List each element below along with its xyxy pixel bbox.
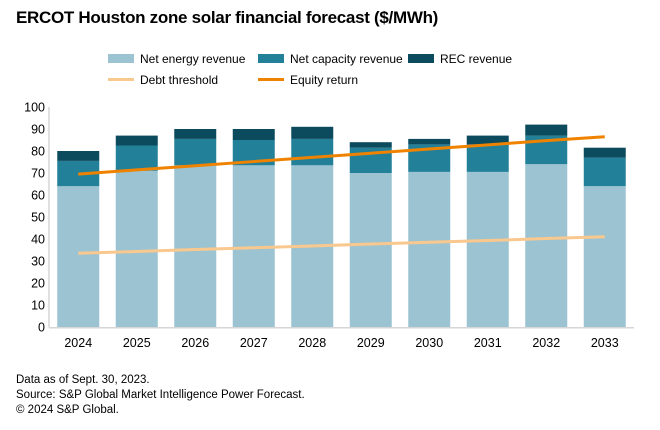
- y-axis-tick-label: 100: [24, 101, 45, 115]
- y-axis-tick-label: 20: [31, 277, 45, 291]
- equity-return-line-swatch: [258, 78, 284, 81]
- footnote-source: Source: S&P Global Market Intelligence P…: [16, 389, 305, 401]
- footnote-data-as-of: Data as of Sept. 30, 2023.: [16, 374, 150, 386]
- bar-segment: [583, 186, 626, 327]
- x-axis-tick-label: 2029: [357, 336, 385, 350]
- bar-segment: [466, 144, 509, 172]
- legend-label: Debt threshold: [140, 72, 219, 87]
- bar-segment: [408, 171, 451, 327]
- footnote-copyright: © 2024 S&P Global.: [16, 404, 119, 416]
- bar-segment: [57, 186, 100, 327]
- net-energy-revenue-swatch: [108, 54, 134, 63]
- x-axis-tick-label: 2026: [181, 336, 209, 350]
- bar-segment: [174, 165, 217, 327]
- legend-label: Net capacity revenue: [290, 51, 403, 66]
- bar-segment: [115, 170, 158, 327]
- x-axis-tick-label: 2025: [123, 336, 151, 350]
- bar-segment: [57, 151, 100, 161]
- bar-segment: [349, 173, 392, 327]
- legend-label: REC revenue: [440, 51, 513, 66]
- bar-segment: [408, 138, 451, 145]
- legend-item-debt-threshold: Debt threshold: [108, 73, 258, 87]
- bar-segment: [525, 164, 568, 327]
- x-axis-tick-label: 2033: [591, 336, 619, 350]
- bar-segment: [466, 135, 509, 145]
- bar-segment: [583, 157, 626, 187]
- y-axis-tick-label: 50: [31, 211, 45, 225]
- y-axis-tick-label: 30: [31, 255, 45, 269]
- x-axis-tick-label: 2032: [532, 336, 560, 350]
- x-axis-tick-label: 2030: [415, 336, 443, 350]
- y-axis-tick-label: 10: [31, 299, 45, 313]
- y-axis-tick-label: 40: [31, 233, 45, 247]
- bar-segment: [525, 124, 568, 136]
- legend: Net energy revenue Net capacity revenue …: [108, 48, 558, 90]
- legend-item-equity-return: Equity return: [258, 73, 408, 87]
- x-axis-tick-label: 2031: [474, 336, 502, 350]
- x-axis-tick-label: 2024: [64, 336, 92, 350]
- legend-row-1: Net energy revenue Net capacity revenue …: [108, 48, 558, 69]
- bar-segment: [115, 135, 158, 146]
- footer: Data as of Sept. 30, 2023. Source: S&P G…: [16, 373, 305, 418]
- bar-segment: [291, 126, 334, 139]
- legend-row-2: Debt threshold Equity return: [108, 69, 558, 90]
- x-axis-tick-label: 2028: [298, 336, 326, 350]
- bar-segment: [115, 145, 158, 171]
- rec-revenue-swatch: [408, 54, 434, 63]
- bar-segment: [583, 147, 626, 158]
- bar-segment: [466, 171, 509, 327]
- net-capacity-revenue-swatch: [258, 54, 284, 63]
- legend-item-net-capacity-revenue: Net capacity revenue: [258, 52, 408, 66]
- legend-label: Equity return: [290, 72, 359, 87]
- legend-item-net-energy-revenue: Net energy revenue: [108, 52, 258, 66]
- bar-segment: [174, 129, 217, 139]
- bar-segment: [291, 138, 334, 166]
- y-axis-tick-label: 0: [38, 321, 45, 335]
- debt-threshold-line-swatch: [108, 78, 134, 81]
- legend-label: Net energy revenue: [140, 51, 246, 66]
- chart-title: ERCOT Houston zone solar financial forec…: [16, 8, 439, 27]
- line-series: [78, 135, 605, 176]
- y-axis-tick-label: 90: [31, 123, 45, 137]
- x-axis-tick-label: 2027: [240, 336, 268, 350]
- y-axis-tick-label: 60: [31, 189, 45, 203]
- line-series: [78, 235, 605, 255]
- legend-item-rec-revenue: REC revenue: [408, 52, 558, 66]
- y-axis-tick-label: 70: [31, 167, 45, 181]
- y-axis-tick-label: 80: [31, 145, 45, 159]
- bar-segment: [174, 138, 217, 166]
- bar-segment: [349, 142, 392, 148]
- bar-segment: [232, 129, 275, 140]
